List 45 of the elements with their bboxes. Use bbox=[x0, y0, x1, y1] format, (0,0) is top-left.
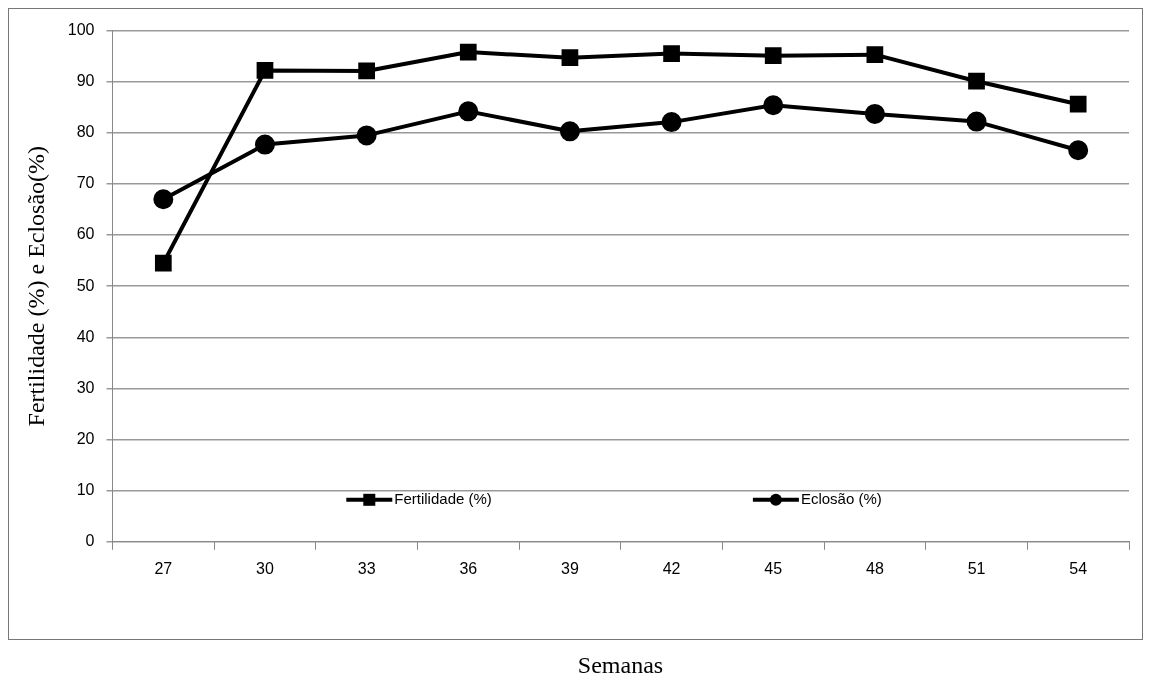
point bbox=[968, 72, 985, 90]
y-tick-label: 10 bbox=[76, 481, 95, 499]
point bbox=[559, 121, 580, 142]
y-tick-label: 70 bbox=[76, 174, 95, 192]
point bbox=[966, 111, 987, 132]
point bbox=[561, 49, 579, 67]
y-tick-label: 20 bbox=[76, 429, 95, 447]
x-tick-label: 51 bbox=[967, 559, 986, 577]
point bbox=[256, 62, 274, 79]
y-axis-title: Fertilidade (%) e Eclosão(%) bbox=[22, 145, 49, 427]
x-tick-label: 54 bbox=[1069, 559, 1088, 577]
y-tick-label: 60 bbox=[76, 225, 95, 243]
y-tick-label: 40 bbox=[76, 327, 95, 345]
point bbox=[358, 62, 375, 80]
point bbox=[254, 134, 275, 155]
point bbox=[1069, 95, 1087, 113]
point bbox=[153, 189, 174, 210]
x-tick-label: 48 bbox=[865, 559, 884, 577]
point bbox=[661, 112, 682, 133]
x-tick-label: 27 bbox=[154, 559, 173, 577]
x-tick-label: 42 bbox=[662, 559, 681, 577]
legend-label: Eclosão (%) bbox=[800, 489, 882, 507]
legend-label: Fertilidade (%) bbox=[394, 489, 492, 507]
x-tick-label: 36 bbox=[459, 559, 478, 577]
x-tick-label: 39 bbox=[561, 559, 579, 577]
x-tick-label: 45 bbox=[764, 559, 783, 577]
point bbox=[864, 103, 885, 124]
y-tick-label: 0 bbox=[85, 532, 95, 550]
point bbox=[458, 101, 479, 122]
point bbox=[763, 95, 784, 116]
y-tick-label: 100 bbox=[67, 21, 95, 39]
point bbox=[459, 43, 477, 61]
y-tick-label: 80 bbox=[76, 123, 95, 141]
x-tick-label: 33 bbox=[357, 559, 376, 577]
point bbox=[154, 254, 172, 272]
point bbox=[663, 45, 680, 62]
point bbox=[1068, 140, 1089, 161]
x-tick-label: 30 bbox=[256, 559, 274, 577]
y-tick-label: 90 bbox=[76, 72, 95, 90]
point bbox=[356, 125, 377, 146]
y-tick-label: 30 bbox=[76, 378, 95, 396]
x-axis-title: Semanas bbox=[576, 652, 665, 679]
point bbox=[866, 46, 884, 63]
y-tick-label: 50 bbox=[76, 276, 95, 294]
point bbox=[764, 47, 782, 65]
